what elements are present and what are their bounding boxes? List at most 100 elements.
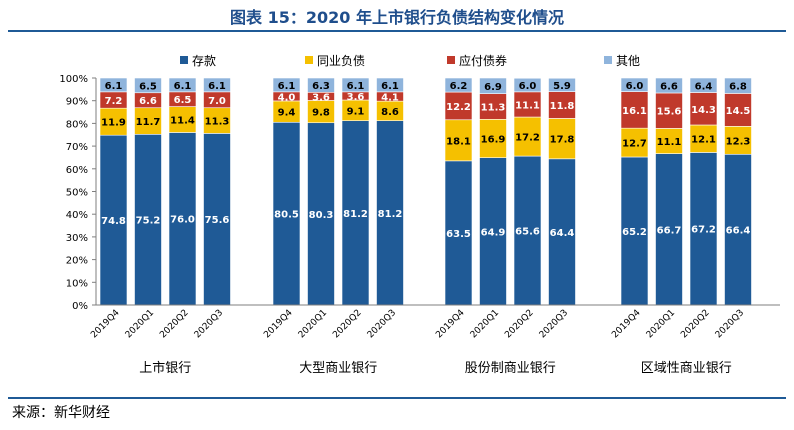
data-label: 11.4 (170, 116, 195, 127)
data-label: 75.2 (136, 216, 161, 227)
data-label: 11.7 (136, 117, 161, 128)
x-tick-label: 2020Q1 (645, 308, 677, 340)
data-label: 6.1 (208, 81, 226, 92)
data-label: 4.1 (381, 93, 399, 104)
data-label: 11.1 (657, 137, 682, 148)
y-tick-label: 90% (66, 97, 88, 108)
y-tick-label: 40% (66, 210, 88, 221)
bar-segment (620, 77, 649, 92)
bar-segment (307, 77, 335, 93)
x-tick-label: 2020Q2 (503, 308, 535, 340)
data-label: 6.0 (519, 81, 537, 92)
data-label: 66.4 (726, 226, 751, 237)
bar-segment (548, 77, 576, 92)
bar-segment (272, 77, 301, 93)
x-tick-label: 2020Q1 (297, 308, 329, 340)
data-label: 74.8 (101, 216, 126, 227)
data-label: 11.9 (101, 118, 126, 129)
x-tick-label: 2020Q3 (538, 308, 570, 340)
bar-segment (655, 77, 683, 94)
bar-segment (376, 77, 404, 93)
data-label: 75.6 (205, 215, 230, 226)
data-label: 6.0 (626, 81, 644, 92)
data-label: 9.1 (347, 106, 365, 117)
bar-segment (620, 91, 649, 129)
data-label: 11.3 (205, 117, 230, 128)
data-label: 6.9 (484, 82, 502, 93)
bar-segment (444, 160, 473, 306)
bar-segment (689, 92, 718, 126)
data-label: 6.5 (139, 81, 157, 92)
bar-segment (444, 119, 473, 162)
data-label: 6.1 (174, 81, 192, 92)
data-label: 67.2 (691, 225, 716, 236)
group-label: 大型商业银行 (299, 361, 377, 376)
bar-segment (99, 134, 128, 306)
y-tick-label: 20% (66, 256, 88, 267)
data-label: 9.4 (278, 108, 296, 119)
bar-segment (655, 128, 683, 154)
y-tick-label: 100% (59, 74, 88, 85)
bar-segment (513, 77, 542, 93)
bar-segment (724, 93, 752, 127)
legend-swatch (604, 56, 612, 64)
data-label: 80.3 (309, 210, 334, 221)
data-label: 64.9 (481, 227, 506, 238)
x-tick-label: 2020Q1 (469, 308, 501, 340)
data-label: 6.4 (695, 81, 713, 92)
data-label: 6.2 (450, 81, 468, 92)
bar-segment (548, 158, 576, 306)
bar-segment (548, 91, 576, 119)
y-tick-label: 80% (66, 119, 88, 130)
data-label: 11.8 (550, 101, 575, 112)
bar-segment (689, 77, 718, 93)
data-label: 11.1 (515, 100, 540, 111)
data-label: 12.2 (446, 102, 471, 113)
bar-segment (168, 132, 197, 306)
bar-segment (724, 153, 752, 306)
data-label: 80.5 (274, 210, 299, 221)
data-label: 6.1 (347, 81, 365, 92)
x-tick-label: 2019Q4 (89, 308, 122, 341)
legend-label: 存款 (192, 54, 216, 68)
data-label: 76.0 (170, 215, 195, 226)
bar-segment (444, 91, 473, 121)
group-label: 上市银行 (139, 360, 191, 376)
data-label: 3.6 (347, 92, 365, 103)
bar-segment (168, 77, 197, 93)
data-label: 18.1 (446, 136, 471, 147)
legend-swatch (305, 56, 313, 64)
data-label: 12.1 (691, 135, 716, 146)
x-tick-label: 2019Q4 (434, 308, 467, 341)
data-label: 16.1 (622, 106, 647, 117)
legend-label: 其他 (616, 54, 640, 68)
bar-segment (620, 156, 649, 306)
data-label: 15.6 (657, 107, 682, 118)
source-note: 来源：新华财经 (12, 405, 110, 421)
y-tick-label: 10% (66, 278, 88, 289)
y-tick-label: 70% (66, 142, 88, 153)
data-label: 66.7 (657, 225, 682, 236)
bars: 74.8 11.9 7.2 6.1 75.2 11.7 6.6 6.5 76.0 11.4 6.5 6… (99, 77, 752, 306)
bar-segment (307, 122, 335, 306)
data-label: 17.2 (515, 133, 540, 144)
bottom-rule (8, 397, 786, 399)
group-label: 区域性商业银行 (641, 361, 732, 376)
data-label: 7.0 (208, 96, 226, 107)
legend-label: 同业负债 (317, 54, 365, 68)
bar-segment (724, 77, 752, 94)
x-tick-label: 2019Q4 (610, 308, 643, 341)
page-title: 图表 15：2020 年上市银行负债结构变化情况 (230, 8, 564, 27)
data-label: 65.6 (515, 227, 540, 238)
data-label: 6.6 (660, 81, 678, 92)
bar-segment (479, 119, 507, 158)
bar-segment (479, 93, 507, 120)
data-label: 6.1 (381, 81, 399, 92)
data-label: 14.3 (691, 105, 716, 116)
data-label: 11.3 (481, 102, 506, 113)
data-label: 12.7 (622, 139, 647, 150)
x-tick-label: 2020Q3 (714, 308, 746, 340)
y-tick-label: 60% (66, 165, 88, 176)
y-tick-label: 50% (66, 188, 88, 199)
